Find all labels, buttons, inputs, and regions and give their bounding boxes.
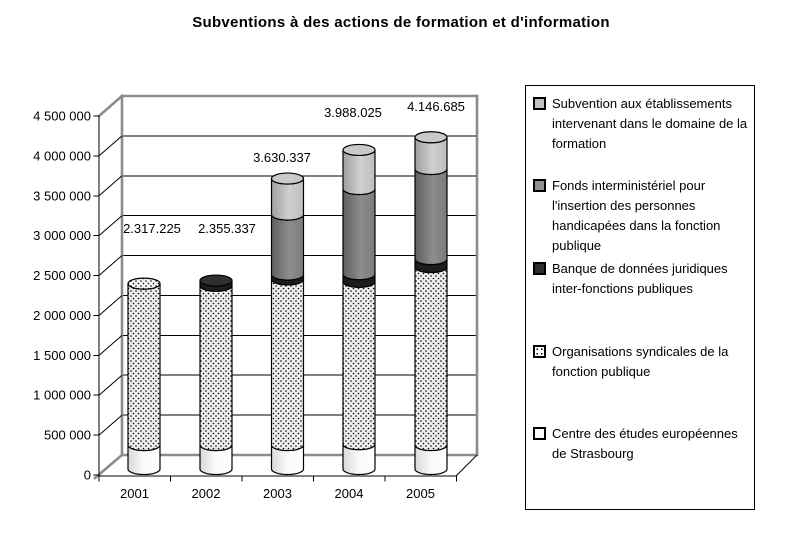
bar-2003-segment-organisations	[270, 278, 305, 452]
chart-title: Subventions à des actions de formation e…	[192, 14, 610, 31]
bar-2005-segment-fonds	[414, 168, 448, 266]
y-axis-tick-label: 500 000	[44, 428, 91, 443]
legend-swatch-gray-icon	[533, 179, 546, 192]
bar-2001-segment-organisations	[127, 283, 161, 452]
bar-2003-segment-subvention	[270, 177, 305, 221]
wall-top-diagonal	[97, 94, 124, 118]
bar-total-label: 3.988.025	[324, 105, 382, 120]
grid-connector	[98, 414, 123, 436]
legend-item-label: Organisations syndicales de la fonction …	[552, 344, 729, 379]
legend-swatch-dotted-icon	[533, 345, 546, 358]
legend-item-banque: Banque de données juridiques inter-fonct…	[533, 259, 751, 299]
bar-2002-segment-organisations	[199, 285, 233, 452]
grid-connector	[98, 334, 123, 356]
y-axis-tick-label: 2 000 000	[33, 308, 91, 323]
legend-swatch-black-icon	[533, 262, 546, 275]
grid-connector	[98, 295, 123, 316]
legend-item-organisations: Organisations syndicales de la fonction …	[533, 342, 751, 382]
legend-item-label: Fonds interministériel pour l'insertion …	[552, 178, 721, 253]
bar-2004-segment-subvention	[342, 149, 376, 196]
bar-total-label: 2.355.337	[198, 221, 256, 236]
bar-total-label: 4.146.685	[407, 99, 465, 114]
y-axis-tick-label: 1 000 000	[33, 388, 91, 403]
bar-2004-top-cap	[342, 143, 376, 157]
grid-connector	[98, 135, 123, 157]
x-axis-category-label: 2004	[335, 486, 364, 501]
bar-2005-top-cap	[414, 131, 448, 144]
legend-item-label: Centre des études européennes de Strasbo…	[552, 426, 738, 461]
grid-connector	[98, 374, 123, 396]
y-axis-tick-label: 3 500 000	[33, 188, 91, 203]
bar-2005-segment-organisations	[414, 266, 448, 452]
x-axis-category-label: 2003	[263, 486, 292, 501]
bar-2001-top-cap	[127, 277, 161, 290]
legend-item-fonds: Fonds interministériel pour l'insertion …	[533, 176, 751, 256]
grid-connector	[98, 175, 123, 197]
bar-2003-top-cap	[270, 172, 305, 185]
legend-swatch-white-icon	[533, 427, 546, 440]
bar-total-label: 2.317.225	[123, 221, 181, 236]
legend-swatch-lightgray-icon	[533, 97, 546, 110]
y-axis-tick-label: 4 500 000	[33, 109, 91, 124]
legend-item-label: Banque de données juridiques inter-fonct…	[552, 261, 728, 296]
legend-item-centre: Centre des études européennes de Strasbo…	[533, 424, 751, 464]
x-axis-category-label: 2002	[192, 486, 221, 501]
y-axis-tick-label: 0	[84, 468, 91, 483]
bar-2004-segment-organisations	[342, 281, 376, 451]
legend-item-label: Subvention aux établissements intervenan…	[552, 96, 748, 151]
y-axis-tick-label: 4 000 000	[33, 148, 91, 163]
grid-connector	[98, 215, 123, 237]
legend-item-subvention: Subvention aux établissements intervenan…	[533, 94, 751, 154]
bar-2004-segment-fonds	[342, 188, 376, 281]
floor-right-diagonal	[455, 454, 478, 477]
bar-2002-top-cap	[199, 274, 233, 287]
grid-connector	[98, 255, 123, 276]
x-axis-category-label: 2001	[120, 486, 149, 501]
bar-2003-segment-fonds	[270, 214, 305, 281]
y-axis-tick-label: 1 500 000	[33, 348, 91, 363]
x-axis-category-label: 2005	[406, 486, 435, 501]
bar-total-label: 3.630.337	[253, 150, 311, 165]
y-axis-tick-label: 3 000 000	[33, 228, 91, 243]
legend: Subvention aux établissements intervenan…	[525, 85, 755, 510]
y-axis-tick-label: 2 500 000	[33, 268, 91, 283]
